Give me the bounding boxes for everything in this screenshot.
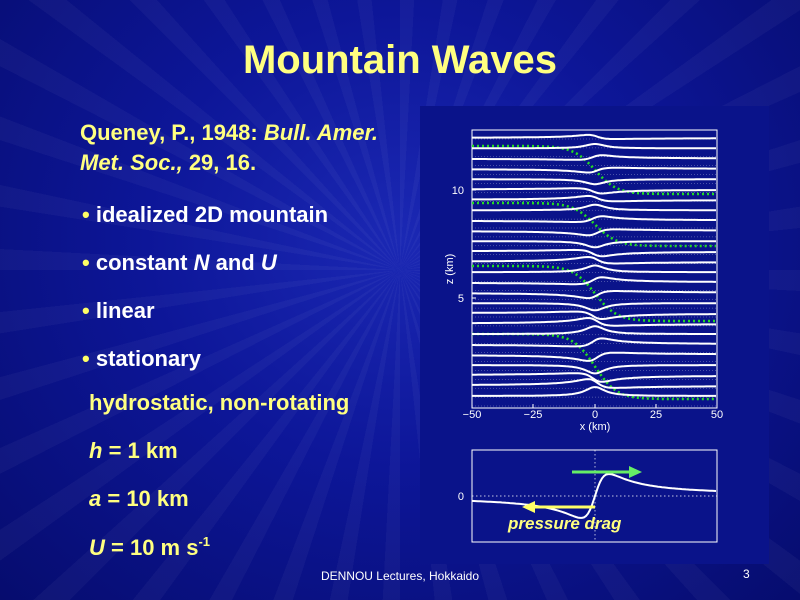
streamline <box>472 337 716 348</box>
param-value: = 10 m s <box>104 535 199 560</box>
bottom-y-tick-label: 0 <box>458 491 464 503</box>
x-tick-label: −25 <box>524 409 543 421</box>
streamline <box>472 166 716 174</box>
top-panel-ticks <box>471 189 718 408</box>
bullet-item: • constant N and U <box>82 250 277 276</box>
streamline <box>472 154 716 161</box>
param-exponent: -1 <box>198 534 211 549</box>
param-a: a = 10 km <box>89 486 189 512</box>
slide-title: Mountain Waves <box>242 38 558 82</box>
arrow-head <box>629 466 642 478</box>
reference-journal: Bull. Amer. Met. Soc., <box>80 120 378 175</box>
param-u: U = 10 m s-1 <box>89 534 210 561</box>
bullet-dot: • <box>82 202 90 227</box>
bullet-item: • linear <box>82 298 155 324</box>
bullet-dot: • <box>82 250 90 275</box>
reference-volume: 29, 16. <box>188 150 257 175</box>
streamline <box>471 351 717 362</box>
streamline <box>472 276 716 286</box>
bullet-text: stationary <box>95 346 201 371</box>
streamline <box>472 178 716 186</box>
footer-text: DENNOU Lectures, Hokkaido <box>320 569 480 583</box>
streamline <box>472 264 716 274</box>
bullet-item: • stationary <box>82 346 201 372</box>
streamline <box>471 310 716 321</box>
x-tick-label: −50 <box>463 409 482 421</box>
streamline <box>472 386 716 397</box>
streamline <box>472 203 716 212</box>
streamline <box>472 228 716 237</box>
surface-pressure-curve <box>471 473 717 519</box>
mountain-wave-figure: −50 −25 0 25 50 x (km) 5 10 z (km) 0 pre… <box>420 106 769 564</box>
displacement-curve <box>472 144 716 196</box>
param-symbol: a <box>89 486 102 511</box>
x-tick-label: 0 <box>592 409 598 421</box>
x-tick-label: 50 <box>711 409 723 421</box>
y-tick-label: 10 <box>452 185 464 197</box>
bullet-dot: • <box>82 346 90 371</box>
param-symbol: U <box>89 535 105 560</box>
x-axis-label: x (km) <box>580 421 611 433</box>
bullet-var-u: U <box>260 250 277 275</box>
assumptions-text: hydrostatic, non-rotating <box>89 390 350 415</box>
pressure-drag-label: pressure drag <box>507 514 622 533</box>
streamline <box>472 215 716 223</box>
page-number: 3 <box>743 567 750 581</box>
reference-authors: Queney, P., 1948: <box>80 120 258 145</box>
y-axis-label: z (km) <box>444 254 456 285</box>
bullet-dot: • <box>82 298 90 323</box>
figure-svg: −50 −25 0 25 50 x (km) 5 10 z (km) 0 pre… <box>444 129 723 543</box>
bullet-text: linear <box>95 298 155 323</box>
arrow-head <box>522 501 535 513</box>
streamline <box>472 325 716 335</box>
streamline <box>472 248 716 258</box>
streamline <box>472 194 717 203</box>
bullet-text: constant <box>95 250 194 275</box>
streamline <box>472 290 716 300</box>
bullet-item: • idealized 2D mountain <box>82 202 328 228</box>
streamline <box>472 372 716 383</box>
streamlines <box>471 133 717 397</box>
param-h: h = 1 km <box>89 438 178 464</box>
streamline <box>472 316 716 327</box>
streamline <box>472 133 716 140</box>
displacement-curve <box>472 264 716 323</box>
y-tick-label: 5 <box>458 293 464 305</box>
streamline <box>472 378 716 389</box>
param-value: = 10 km <box>101 486 189 511</box>
param-value: = 1 km <box>102 438 178 463</box>
bullet-text: idealized 2D mountain <box>95 202 329 227</box>
drag-arrow-left <box>522 501 595 513</box>
displacement-curve <box>472 201 716 248</box>
streamline <box>472 302 716 312</box>
streamline <box>472 187 716 195</box>
reference-citation: Queney, P., 1948: Bull. Amer. Met. Soc.,… <box>80 118 410 178</box>
bullet-var-n: N <box>193 250 210 275</box>
param-symbol: h <box>89 438 103 463</box>
streamline <box>472 240 716 249</box>
bullet-text: and <box>209 250 261 275</box>
streamline <box>472 255 716 265</box>
streamline <box>472 143 716 150</box>
drag-arrow-right <box>572 466 642 478</box>
streamline <box>472 364 716 375</box>
x-tick-label: 25 <box>650 409 662 421</box>
